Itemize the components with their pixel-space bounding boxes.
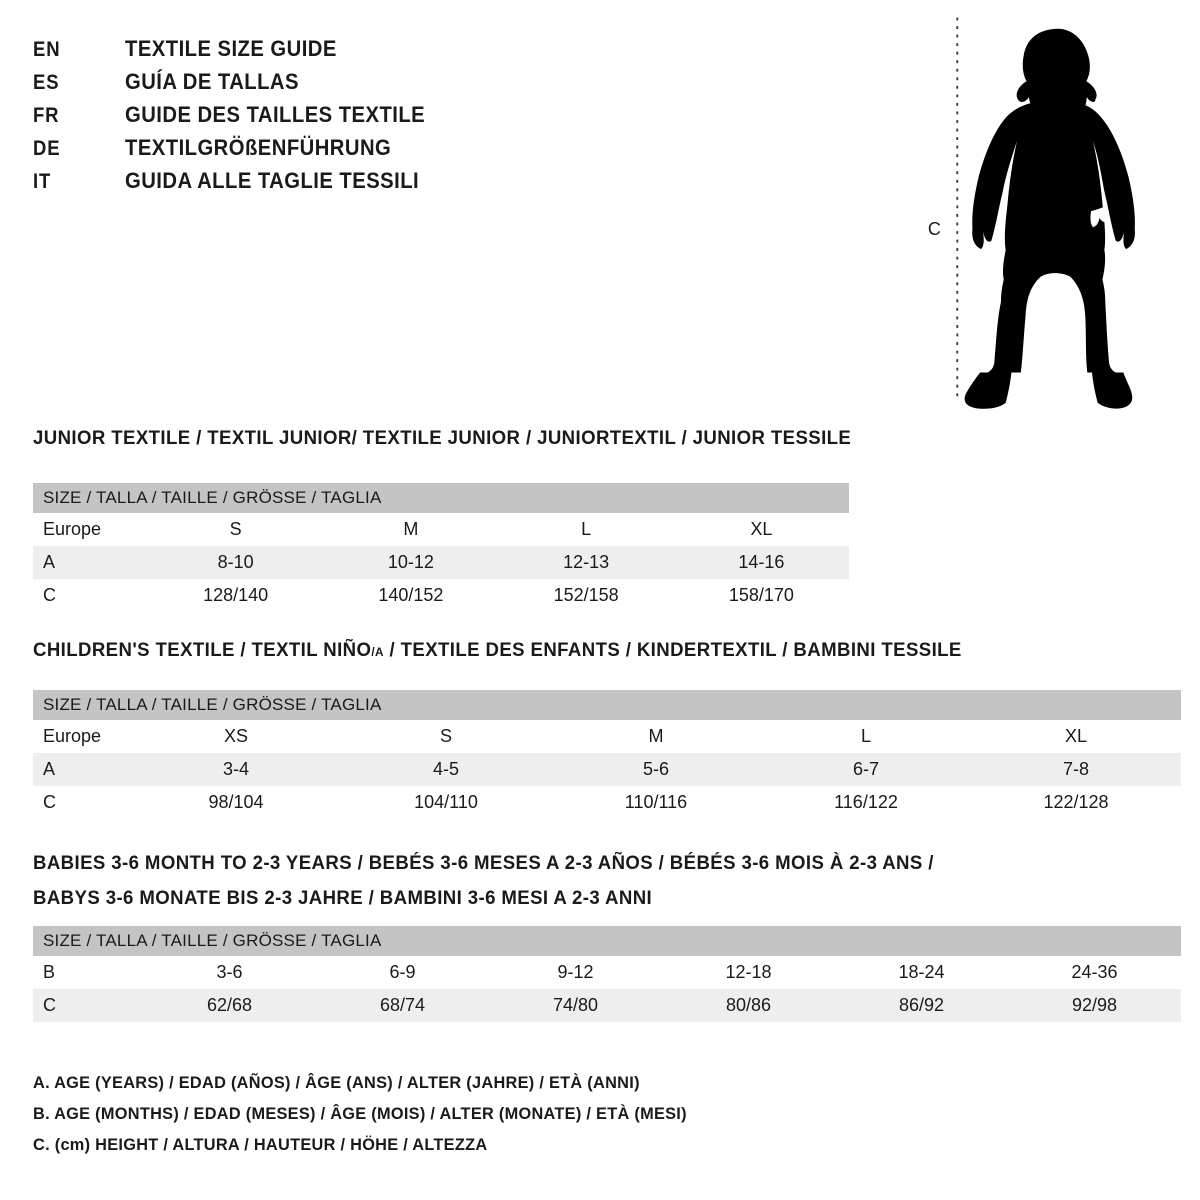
svg-text:C: C bbox=[928, 219, 941, 239]
